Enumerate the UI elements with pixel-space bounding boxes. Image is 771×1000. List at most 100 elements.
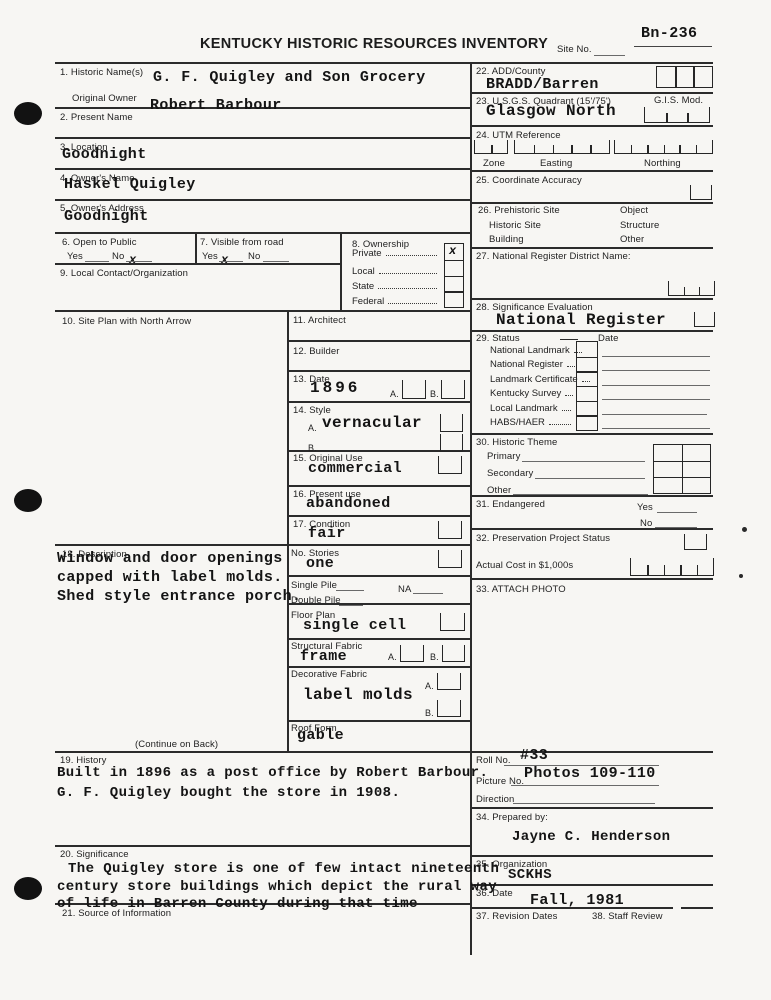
site-type-building: Building [489,234,524,245]
dot-leader [378,288,437,289]
field-36-label: 36. Date [476,888,513,899]
visible-yes-blank [219,261,243,263]
field-2-label: 2. Present Name [60,112,133,123]
site-no-label: Site No. [557,44,592,55]
field-13-label: 13. Date [293,374,330,385]
field-28-label: 28. Significance Evaluation [476,302,593,313]
field-8-label: 8. Ownership [352,239,410,250]
description-line: Shed style entrance porch. [57,588,302,605]
picture-no-label: Picture No. [476,776,525,787]
visible-yes-label: Yes [202,251,218,262]
quadrant-value: Glasgow North [486,102,617,120]
historic-name-value: G. F. Quigley and Son Grocery [153,69,426,86]
divider [470,433,713,435]
field-35-label: 35. Organization [476,859,548,870]
decorative-b-box [437,700,461,717]
divider [55,751,713,753]
stories-value: one [306,555,335,572]
divider [55,544,470,546]
divider [470,202,713,204]
theme-secondary-label: Secondary [487,468,534,479]
field-14-label: 14. Style [293,405,331,416]
dot-leader [385,255,437,256]
status-date-blank [602,385,710,387]
divider [470,125,713,127]
divider [288,603,470,605]
roof-form-label: Roof Form [291,723,337,734]
divider [470,884,713,886]
dot-leader [565,395,574,396]
field-7-label: 7. Visible from road [200,237,284,248]
condition-value: fair [308,525,346,542]
visible-no-blank [263,261,289,263]
endangered-no-blank [655,527,697,529]
open-public-yes-blank [85,261,109,263]
endangered-no-label: No [640,518,653,529]
field-16-label: 16. Present use [293,489,362,500]
gis-mod-label: G.I.S. Mod. [654,95,704,106]
date-a-box [402,380,426,399]
date-prepared-value: Fall, 1981 [530,892,625,909]
status-national-landmark: National Landmark [490,345,570,356]
roof-form-value: gable [297,727,345,744]
coordinate-accuracy-box [690,185,712,200]
divider [445,275,463,277]
divider [55,107,470,109]
field-32-label: 32. Preservation Project Status [476,533,611,544]
field-17-label: 17. Condition [293,519,351,530]
decorative-fabric-value: label molds [303,686,414,704]
site-no-value: Bn-236 [641,25,698,42]
divider [470,807,713,809]
field-1-label: 1. Historic Name(s) [60,67,144,78]
divider [445,291,463,293]
divider [577,415,597,417]
divider [577,386,597,388]
status-local-landmark: Local Landmark [490,403,558,414]
site-no-blank [594,55,625,57]
visible-no-label: No [248,251,261,262]
na-blank [413,593,443,595]
field-24-label: 24. UTM Reference [476,130,561,141]
style-b-label: B. [308,443,317,453]
divider [682,445,684,493]
picture-no-blank [511,785,659,787]
field-34-label: 34. Prepared by: [476,812,548,823]
divider [470,92,713,94]
field-38-label: 38. Staff Review [592,911,663,922]
field-37-label: 37. Revision Dates [476,911,558,922]
history-line: Built in 1896 as a post office by Robert… [57,765,489,781]
significance-line: century store buildings which depict the… [57,879,498,895]
status-habs-haer: HABS/HAER [490,417,545,428]
field-9-label: 9. Local Contact/Organization [60,268,189,279]
divider [288,370,470,372]
original-owner-label: Original Owner [72,93,137,104]
divider [55,232,470,234]
divider [470,247,713,249]
field-18-label: 18. Description [62,549,127,560]
dot-leader [388,303,437,304]
significance-evaluation-box [694,312,715,327]
roll-no-value: #33 [520,747,549,764]
status-date-blank [602,356,710,358]
gis-mod-boxes [644,107,710,123]
utm-zone-boxes [474,140,508,154]
open-public-no-blank [126,261,152,263]
original-use-value: commercial [308,460,403,477]
theme-primary-blank [522,461,645,463]
utm-northing-boxes [614,140,713,154]
divider [195,232,197,263]
status-kentucky-survey: Kentucky Survey [490,388,562,399]
divider [288,575,470,577]
open-public-no-label: No [112,251,125,262]
site-type-object: Object [620,205,649,216]
page-title: KENTUCKY HISTORIC RESOURCES INVENTORY [200,36,549,52]
divider [470,298,713,300]
field-20-label: 20. Significance [60,849,129,860]
divider [470,495,713,497]
endangered-yes-label: Yes [637,502,653,513]
status-landmark-certificate: Landmark Certificate [490,374,578,385]
decorative-a-box [437,673,461,690]
utm-northing-label: Northing [644,158,681,169]
theme-primary-label: Primary [487,451,521,462]
